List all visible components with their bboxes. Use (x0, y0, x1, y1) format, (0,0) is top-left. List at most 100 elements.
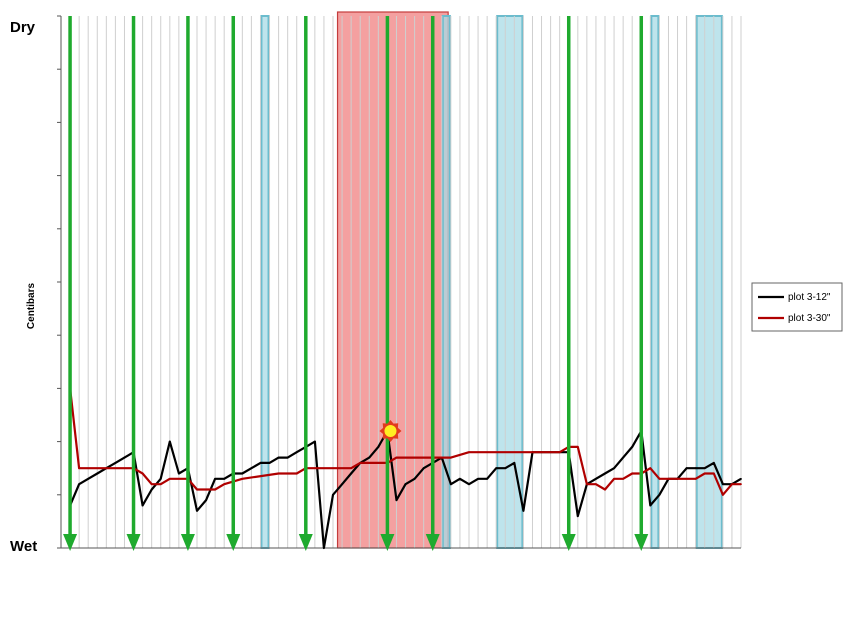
series-1-point (368, 456, 371, 459)
series-1-point (477, 477, 479, 480)
series-1-point (241, 472, 244, 475)
series-2-point (241, 477, 244, 480)
series-1-point (114, 461, 117, 464)
irrigation-arrow-head (298, 534, 313, 551)
series-1-point (495, 467, 498, 470)
series-1-point (87, 477, 90, 480)
series-1-point (141, 504, 144, 507)
marker-layer (379, 420, 402, 442)
series-1-point (459, 477, 461, 480)
series-1-point (703, 467, 706, 470)
series-1-point (740, 477, 742, 480)
series-1-point (350, 472, 353, 475)
series-2-point (223, 483, 226, 486)
series-1-point (313, 440, 316, 443)
series-2-point (694, 477, 697, 480)
series-layer (69, 387, 742, 550)
series-2-point (658, 477, 661, 480)
series-2-point (576, 446, 579, 448)
axis-layer (57, 15, 741, 549)
series-2-point (585, 483, 588, 486)
series-1-point (205, 499, 207, 502)
series-1-point (168, 440, 171, 443)
series-1-point (177, 472, 180, 475)
irrigation-arrow-head (380, 534, 395, 551)
rain-event-band (650, 15, 660, 549)
series-1-point (295, 451, 298, 454)
series-1-point (404, 483, 407, 486)
series-2-point (731, 483, 733, 486)
irrigation-arrow-head (63, 534, 78, 551)
legend: plot 3-12" plot 3-30" (751, 282, 843, 332)
series-1-point (259, 461, 262, 464)
series-2-point (141, 472, 144, 475)
rain-event-band (260, 15, 270, 549)
series-1-point (395, 499, 398, 502)
series-1-point (123, 456, 126, 459)
series-1-point (504, 467, 507, 470)
y-axis-label: Centibars (26, 283, 37, 330)
series-2-point (168, 477, 171, 480)
series-1-point (214, 477, 217, 480)
irrigation-layer (63, 16, 649, 551)
series-2-point (712, 472, 715, 475)
y-bottom-label: Wet (10, 538, 37, 555)
series-2-point (622, 477, 625, 480)
legend-entry-series-2: plot 3-30" (788, 313, 831, 324)
series-1-point (223, 477, 226, 480)
series-1-point (721, 483, 724, 486)
series-2-point (468, 451, 470, 454)
series-2-point (703, 472, 706, 475)
series-2-point (350, 467, 353, 470)
series-2-point (359, 461, 362, 464)
series-1-point (96, 472, 99, 475)
series-1-point (522, 509, 525, 512)
legend-box (751, 282, 843, 332)
series-1-point (377, 446, 380, 448)
series-1-point (150, 488, 153, 491)
series-1-point (422, 467, 425, 470)
series-2-point (159, 483, 162, 486)
series-1-point (649, 504, 652, 507)
series-2-point (150, 483, 153, 486)
series-2-point (604, 488, 606, 491)
series-2-point (78, 467, 81, 470)
series-1-point (513, 461, 516, 464)
series-2-point (558, 451, 561, 454)
series-1-point (78, 483, 81, 486)
irrigation-arrow-head (126, 534, 141, 551)
rain-event-band (496, 15, 524, 549)
series-1-point (694, 467, 697, 470)
series-2-point (740, 483, 742, 486)
series-2-point (277, 472, 280, 475)
series-1-point (595, 477, 597, 480)
series-2-point (649, 467, 652, 470)
series-1-point (332, 493, 334, 496)
series-1-point (613, 467, 615, 470)
series-1-point (486, 477, 489, 480)
series-2-point (631, 472, 634, 475)
series-1-point (604, 472, 606, 475)
series-1-point (576, 515, 579, 517)
y-top-label: Dry (10, 19, 36, 36)
series-1-point (413, 477, 416, 480)
series-2-point (721, 493, 724, 496)
series-1-point (622, 456, 625, 459)
series-1-point (341, 483, 343, 486)
series-1-point (449, 483, 452, 486)
irrigation-arrow-head (226, 534, 241, 551)
series-1-point (196, 509, 198, 512)
series-1-point (712, 461, 715, 464)
series-1-point (159, 477, 162, 480)
rain-event-band (695, 15, 723, 549)
series-2-point (595, 483, 597, 486)
series-1-point (658, 493, 661, 496)
series-1-point (685, 467, 688, 470)
irrigation-arrow-head (425, 534, 440, 551)
irrigation-arrow-head (561, 534, 576, 551)
series-1-point (323, 547, 325, 549)
irrigation-arrow-head (634, 534, 649, 551)
irrigation-arrow-head (180, 534, 195, 551)
series-2-point (449, 456, 452, 459)
